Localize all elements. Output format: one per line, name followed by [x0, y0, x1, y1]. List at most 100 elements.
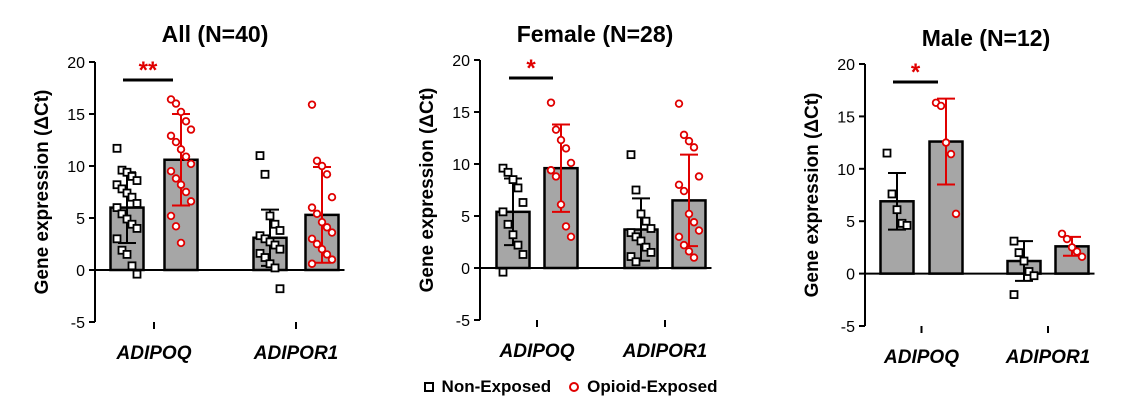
x-tick-label: ADIPOR1 — [1005, 347, 1090, 368]
data-point — [566, 158, 576, 168]
data-point — [117, 209, 127, 219]
data-point — [518, 250, 528, 259]
data-point — [317, 161, 327, 171]
legend-item-non-exposed: Non-Exposed — [423, 377, 551, 397]
legend-label: Opioid-Exposed — [587, 377, 718, 396]
data-point — [626, 150, 636, 160]
data-point — [176, 107, 186, 117]
data-point — [892, 205, 902, 215]
data-point — [260, 169, 270, 179]
significance-label: ** — [139, 57, 158, 84]
data-point — [513, 240, 523, 250]
data-point — [636, 209, 646, 219]
data-point — [1014, 248, 1024, 258]
y-tick-label: 5 — [461, 209, 470, 226]
data-point — [275, 226, 285, 235]
data-point — [508, 230, 518, 240]
y-tick-label: 15 — [67, 107, 85, 124]
y-tick-label: 15 — [837, 109, 855, 126]
data-point — [684, 247, 694, 256]
data-point — [322, 250, 332, 259]
y-tick-label: 10 — [837, 162, 855, 179]
y-tick-label: 20 — [837, 57, 855, 74]
data-point — [275, 244, 285, 254]
data-point — [1057, 229, 1067, 238]
y-tick-label: 20 — [452, 53, 470, 70]
data-point — [508, 175, 518, 185]
data-point — [181, 152, 191, 161]
data-point — [1009, 290, 1019, 299]
data-point — [694, 226, 704, 235]
significance-label: * — [526, 55, 536, 82]
y-tick-label: -5 — [71, 315, 85, 332]
data-point — [112, 234, 122, 244]
data-point — [1062, 234, 1072, 244]
data-point — [626, 252, 636, 261]
data-point — [270, 263, 280, 273]
data-point — [546, 166, 556, 175]
y-tick-label: -5 — [456, 313, 470, 330]
data-point — [327, 192, 337, 202]
data-point — [127, 192, 137, 202]
data-point — [186, 125, 196, 134]
data-point — [176, 145, 186, 154]
data-point — [327, 255, 337, 264]
data-point — [275, 284, 285, 294]
data-point — [166, 166, 176, 176]
x-tick-label: ADIPOR1 — [253, 343, 338, 364]
y-tick-label: 20 — [67, 55, 85, 72]
data-point — [171, 174, 181, 183]
square-marker-icon — [423, 382, 434, 392]
data-point — [1067, 243, 1077, 252]
data-point — [322, 223, 332, 232]
y-axis-label: Gene expression (ΔCt) — [32, 90, 53, 295]
data-point — [265, 211, 275, 221]
data-point — [546, 98, 556, 107]
data-point — [181, 187, 191, 197]
data-point — [132, 269, 142, 279]
data-point — [674, 180, 684, 189]
data-point — [679, 240, 689, 250]
data-point — [312, 156, 322, 165]
y-tick-label: 10 — [452, 157, 470, 174]
data-point — [307, 259, 317, 268]
legend: Non-Exposed Opioid-Exposed — [0, 372, 1141, 402]
data-point — [641, 242, 651, 252]
legend-item-opioid-exposed: Opioid-Exposed — [569, 377, 717, 397]
data-point — [556, 135, 566, 145]
y-tick-label: 0 — [461, 261, 470, 278]
data-point — [122, 214, 132, 224]
data-point — [684, 136, 694, 146]
data-point — [186, 197, 196, 206]
data-point — [260, 253, 270, 262]
data-point — [636, 236, 646, 246]
data-point — [946, 149, 956, 159]
data-point — [646, 224, 656, 233]
chart-title: Female (N=28) — [517, 21, 674, 47]
data-point — [307, 100, 317, 109]
data-point — [684, 209, 694, 219]
chart-panel-2: Female (N=28) Gene expression (ΔCt) 20 15 10… — [417, 21, 712, 362]
chart-title: Male (N=12) — [922, 25, 1050, 51]
data-point — [112, 143, 122, 153]
data-point — [1072, 247, 1082, 256]
data-point — [561, 222, 571, 231]
data-point — [556, 200, 566, 209]
y-tick-label: 10 — [67, 159, 85, 176]
data-point — [694, 172, 704, 181]
bar — [879, 200, 915, 275]
data-point — [112, 203, 122, 213]
x-tick-label: ADIPOQ — [499, 341, 575, 362]
data-point — [631, 185, 641, 195]
significance-label: * — [911, 59, 921, 86]
y-tick-label: 0 — [846, 267, 855, 284]
y-tick-label: 5 — [846, 214, 855, 231]
y-axis-label: Gene expression (ΔCt) — [802, 93, 823, 298]
y-tick-label: 0 — [76, 263, 85, 280]
data-point — [561, 144, 571, 153]
data-point — [513, 183, 523, 193]
data-point — [181, 117, 191, 126]
circle-marker-icon — [569, 382, 580, 392]
data-point — [317, 217, 327, 227]
